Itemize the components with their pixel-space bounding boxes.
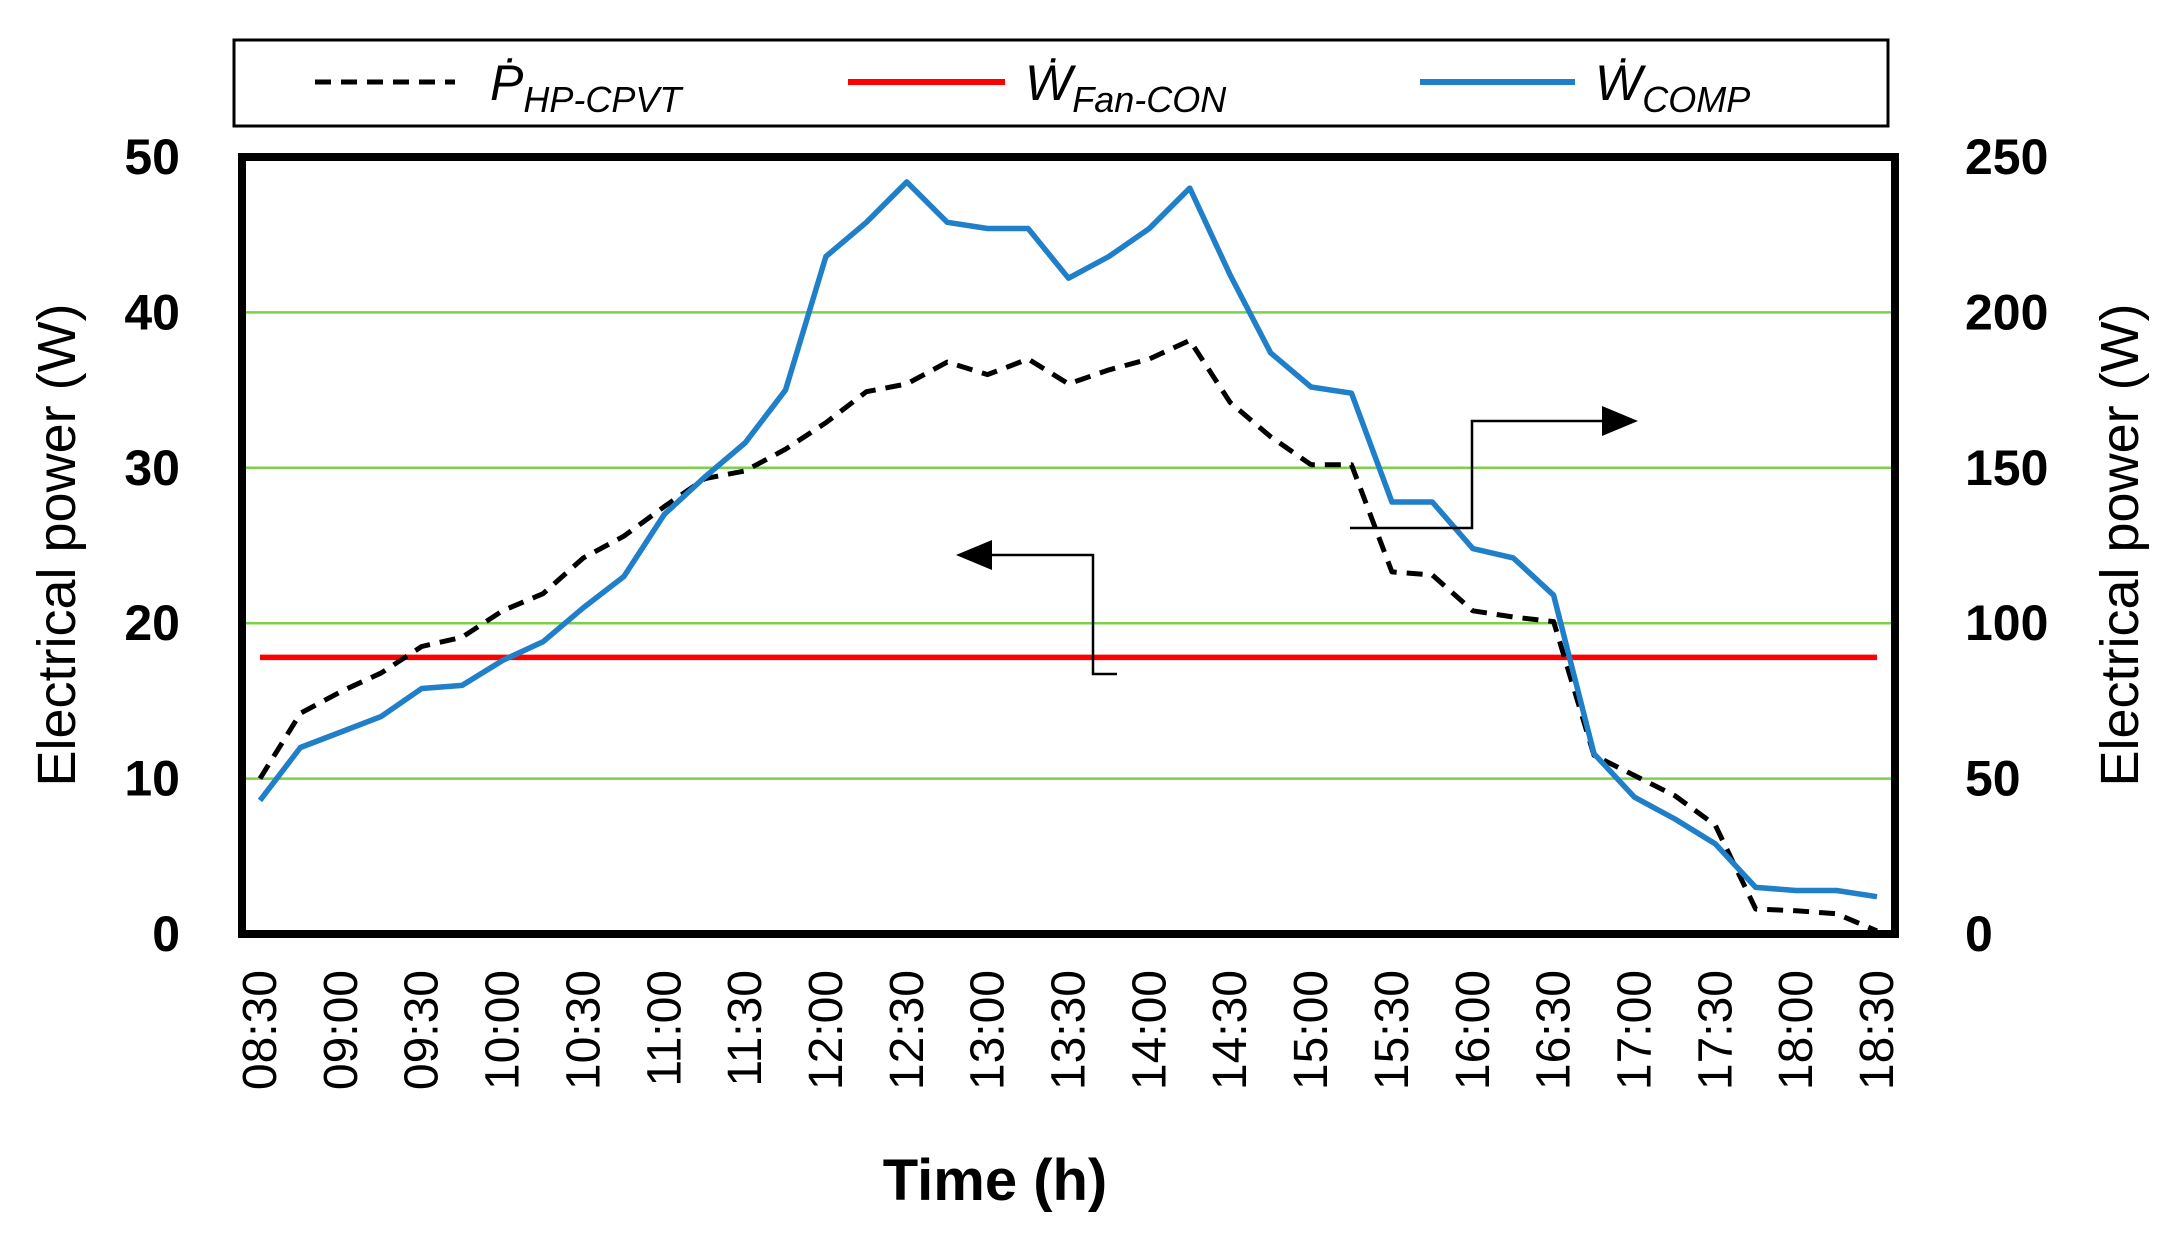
x-tick-1330: 13:30 <box>1043 970 1096 1090</box>
x-ticks: 08:30 09:00 09:30 10:00 10:30 11:00 11:30 12:00… <box>234 970 1904 1090</box>
legend-label-fan: ẆFan-CON <box>1025 55 1227 120</box>
legend-label-p-hp: ṖHP-CPVT <box>490 55 684 120</box>
legend-box <box>232 38 1890 128</box>
x-tick-1200: 12:00 <box>800 970 853 1090</box>
legend-symbol-fan: Ẇ <box>1025 55 1077 111</box>
x-tick-1500: 15:00 <box>1285 970 1338 1090</box>
x-tick-1000: 10:00 <box>477 970 530 1090</box>
right-arrow-line <box>1350 419 1602 530</box>
x-tick-1230: 12:30 <box>881 970 934 1090</box>
y-tick-right-0: 0 <box>1965 906 1993 962</box>
series-line-w-comp <box>257 179 1878 900</box>
x-tick-1730: 17:30 <box>1689 970 1742 1090</box>
x-tick-1300: 13:00 <box>962 970 1015 1090</box>
x-tick-1400: 14:00 <box>1123 970 1176 1090</box>
y-tick-right-100: 100 <box>1965 595 2048 651</box>
left-axis-arrow <box>956 540 1117 676</box>
series-layer <box>257 179 1878 934</box>
right-axis-arrow <box>1350 406 1638 530</box>
y-axis-label-left: Electrical power (W) <box>27 303 87 786</box>
y-tick-left-50: 50 <box>124 129 180 185</box>
y-axis-label-right: Electrical power (W) <box>2090 303 2150 786</box>
y-ticks-left: 0 10 20 30 40 50 <box>124 129 180 962</box>
y-ticks-right: 0 50 100 150 200 250 <box>1965 129 2048 962</box>
x-tick-1530: 15:30 <box>1366 970 1419 1090</box>
x-axis-label: Time (h) <box>883 1148 1108 1213</box>
plot-frame <box>238 153 1899 938</box>
right-arrowhead <box>1602 406 1638 436</box>
left-arrowhead <box>956 540 992 570</box>
x-tick-1630: 16:30 <box>1528 970 1581 1090</box>
legend: ṖHP-CPVT ẆFan-CON ẆCOMP <box>232 38 1890 128</box>
x-tick-1600: 16:00 <box>1447 970 1500 1090</box>
x-tick-1700: 17:00 <box>1609 970 1662 1090</box>
x-tick-1030: 10:30 <box>557 970 610 1090</box>
legend-label-comp: ẆCOMP <box>1595 55 1750 120</box>
x-tick-0930: 09:30 <box>396 970 449 1090</box>
legend-symbol-comp: Ẇ <box>1595 55 1647 111</box>
x-tick-1800: 18:00 <box>1770 970 1823 1090</box>
x-tick-1830: 18:30 <box>1851 970 1904 1090</box>
y-tick-right-50: 50 <box>1965 751 2021 807</box>
x-tick-1100: 11:00 <box>638 970 691 1087</box>
legend-sub-comp: COMP <box>1642 79 1750 120</box>
series-line-p-hp-cpvt <box>257 337 1878 934</box>
x-tick-1430: 14:30 <box>1204 970 1257 1090</box>
x-tick-0900: 09:00 <box>315 970 368 1090</box>
legend-symbol-p-hp: Ṗ <box>490 55 524 111</box>
gridlines <box>242 311 1895 780</box>
y-tick-left-30: 30 <box>124 440 180 496</box>
x-tick-1130: 11:30 <box>719 970 772 1087</box>
y-tick-left-40: 40 <box>124 284 180 340</box>
y-tick-right-250: 250 <box>1965 129 2048 185</box>
y-tick-left-20: 20 <box>124 595 180 651</box>
left-arrow-line <box>990 553 1117 676</box>
x-tick-0830: 08:30 <box>234 970 287 1090</box>
y-tick-right-150: 150 <box>1965 440 2048 496</box>
legend-sub-fan: Fan-CON <box>1072 79 1227 120</box>
legend-sub-p-hp: HP-CPVT <box>523 79 684 120</box>
y-tick-right-200: 200 <box>1965 284 2048 340</box>
y-tick-left-10: 10 <box>124 751 180 807</box>
y-tick-left-0: 0 <box>152 906 180 962</box>
